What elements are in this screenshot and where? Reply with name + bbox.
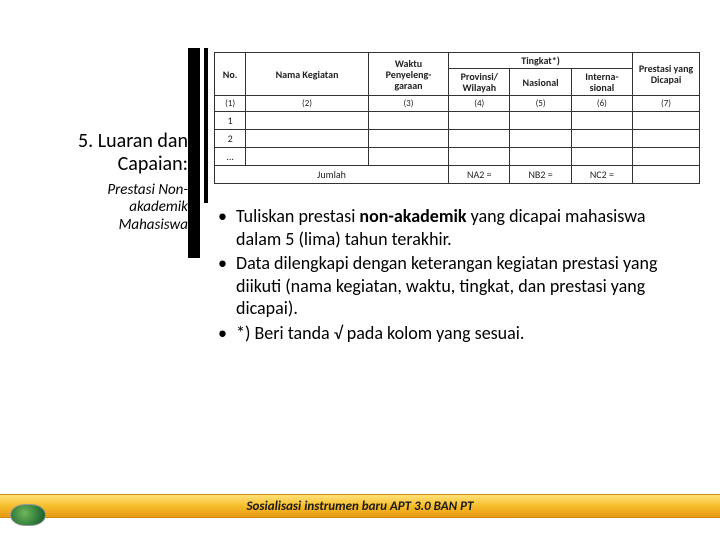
na2: NA2 =	[449, 166, 510, 184]
cell	[368, 148, 448, 166]
bullet-text: *) Beri tanda √ pada kolom yang sesuai.	[236, 322, 524, 344]
bullet-item: *) Beri tanda √ pada kolom yang sesuai.	[214, 322, 694, 345]
sub-c7: (7)	[633, 96, 700, 112]
th: Waktu Penyeleng-garaan	[368, 53, 448, 96]
cell	[449, 130, 510, 148]
table-row: 1	[215, 112, 700, 130]
section-title-line2: Capaian:	[118, 152, 188, 176]
th: Prestasi yang Dicapai	[633, 53, 700, 96]
nc2: NC2 =	[571, 166, 632, 184]
cell	[571, 148, 632, 166]
content-area: Tuliskan prestasi non-akademik yang dica…	[214, 205, 694, 346]
cell	[510, 148, 571, 166]
section-title-line1: 5. Luaran dan	[78, 129, 188, 153]
logo-badge-icon	[10, 504, 46, 526]
section-sub-line3: Mahasiswa	[119, 216, 188, 234]
cell	[246, 112, 369, 130]
table-footer-row: Jumlah NA2 = NB2 = NC2 =	[215, 166, 700, 184]
section-title: 5. Luaran dan Capaian:	[24, 130, 188, 176]
cell-no: 2	[215, 130, 246, 148]
cell	[246, 130, 369, 148]
th: Provinsi/ Wilayah	[449, 69, 510, 96]
cell-no: ...	[215, 148, 246, 166]
cell	[510, 112, 571, 130]
nb2: NB2 =	[510, 166, 571, 184]
bullet-text: Tuliskan prestasi	[236, 205, 359, 227]
th: Nasional	[510, 69, 571, 96]
cell	[633, 166, 700, 184]
cell	[368, 130, 448, 148]
bullet-strong: non-akademik	[359, 205, 466, 227]
cell	[571, 112, 632, 130]
section-subtitle: Prestasi Non- akademik Mahasiswa	[24, 182, 188, 234]
sub-c4: (4)	[449, 96, 510, 112]
cell	[246, 148, 369, 166]
sub-c3: (3)	[368, 96, 448, 112]
cell	[571, 130, 632, 148]
bullet-text: Data dilengkapi dengan keterangan kegiat…	[236, 252, 657, 319]
sub-c1: (1)	[215, 96, 246, 112]
th: Tingkat*)	[449, 53, 633, 69]
sub-c5: (5)	[510, 96, 571, 112]
cell	[510, 130, 571, 148]
table-subhead-row: (1) (2) (3) (4) (5) (6) (7)	[215, 96, 700, 112]
sub-c6: (6)	[571, 96, 632, 112]
bullet-item: Tuliskan prestasi non-akademik yang dica…	[214, 205, 694, 250]
decor-stripe-thin	[204, 48, 208, 203]
cell	[449, 148, 510, 166]
th: Nama Kegiatan	[246, 53, 369, 96]
th: No.	[215, 53, 246, 96]
section-sub-line1: Prestasi Non-	[107, 181, 188, 199]
cell	[633, 148, 700, 166]
table-row: 2	[215, 130, 700, 148]
bullet-item: Data dilengkapi dengan keterangan kegiat…	[214, 252, 694, 320]
bullet-list: Tuliskan prestasi non-akademik yang dica…	[214, 205, 694, 344]
jumlah-label: Jumlah	[215, 166, 449, 184]
cell-no: 1	[215, 112, 246, 130]
section-sub-line2: akademik	[129, 198, 188, 216]
cell	[449, 112, 510, 130]
th: Interna-sional	[571, 69, 632, 96]
decor-stripe-main	[188, 48, 200, 258]
table-row: ...	[215, 148, 700, 166]
data-table: No.Nama KegiatanWaktu Penyeleng-garaanTi…	[214, 52, 700, 184]
left-panel: 5. Luaran dan Capaian: Prestasi Non- aka…	[24, 130, 188, 234]
sub-c2: (2)	[246, 96, 369, 112]
cell	[633, 112, 700, 130]
table-area: No.Nama KegiatanWaktu Penyeleng-garaanTi…	[214, 52, 700, 184]
cell	[633, 130, 700, 148]
footer-text: Sosialisasi instrumen baru APT 3.0 BAN P…	[246, 499, 473, 514]
footer-bar: Sosialisasi instrumen baru APT 3.0 BAN P…	[0, 494, 720, 518]
cell	[368, 112, 448, 130]
